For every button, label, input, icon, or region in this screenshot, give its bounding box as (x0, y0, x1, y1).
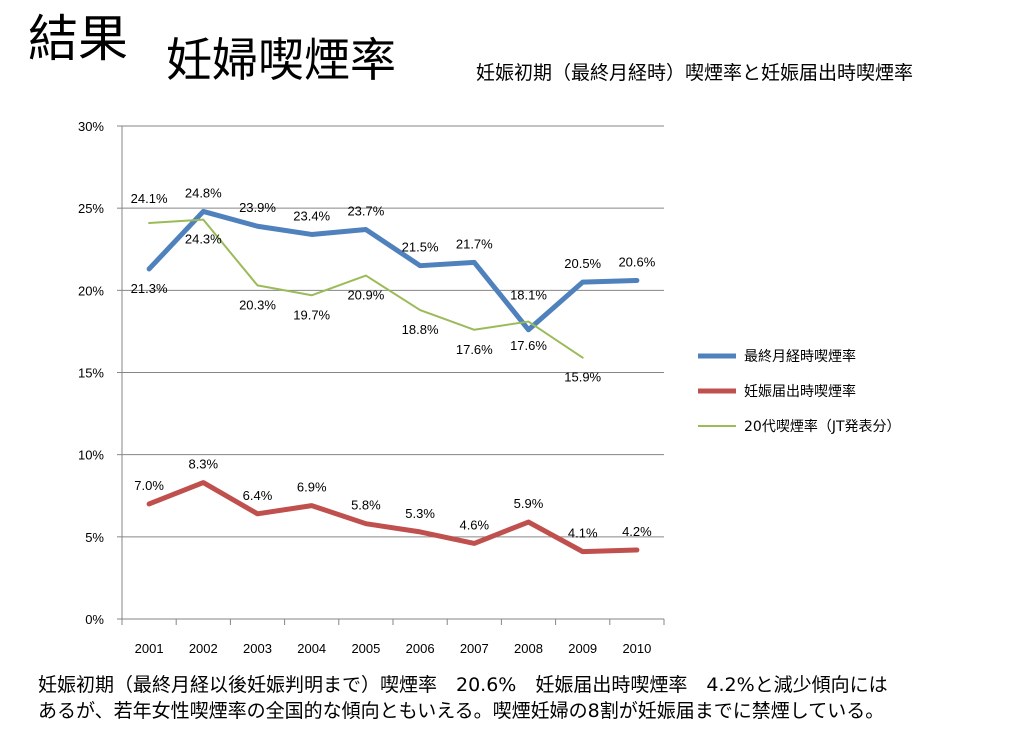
legend-label: 妊娠届出時喫煙率 (744, 383, 856, 400)
data-label: 4.1% (568, 526, 598, 541)
data-label: 5.9% (514, 496, 544, 511)
page-title: 妊婦喫煙率 (166, 33, 396, 87)
x-tick-label: 2006 (406, 641, 435, 656)
data-label: 20.3% (239, 297, 276, 312)
series-line (148, 218, 584, 359)
summary-line-1: 妊娠初期（最終月経以後妊娠判明まで）喫煙率 20.6% 妊娠届出時喫煙率 4.2… (38, 674, 888, 696)
heading: 結果 (28, 10, 128, 68)
data-label: 20.9% (347, 288, 384, 303)
data-label: 18.8% (402, 322, 439, 337)
legend-label: 20代喫煙率（JT発表分） (744, 418, 901, 435)
data-label: 23.7% (347, 204, 384, 219)
series-line (146, 208, 640, 333)
y-tick-label: 10% (78, 448, 104, 463)
data-label: 21.5% (402, 240, 439, 255)
y-tick-label: 5% (85, 530, 104, 545)
legend-label: 最終月経時喫煙率 (744, 348, 856, 365)
data-label: 24.3% (185, 232, 222, 247)
y-tick-label: 15% (78, 366, 104, 381)
data-label: 4.6% (459, 517, 489, 532)
data-label: 24.1% (131, 191, 168, 206)
summary-line-2: あるが、若年女性喫煙率の全国的な傾向ともいえる。喫煙妊婦の8割が妊娠届までに禁煙… (38, 700, 885, 722)
summary-note: 妊娠初期（最終月経以後妊娠判明まで）喫煙率 20.6% 妊娠届出時喫煙率 4.2… (38, 672, 998, 724)
data-label: 15.9% (564, 370, 601, 385)
x-tick-label: 2001 (135, 641, 164, 656)
x-tick-label: 2010 (622, 641, 651, 656)
data-label: 19.7% (293, 307, 330, 322)
data-label: 7.0% (134, 478, 164, 493)
x-tick-label: 2007 (460, 641, 489, 656)
y-tick-label: 20% (78, 283, 104, 298)
data-label: 21.7% (456, 236, 493, 251)
data-label: 23.4% (293, 208, 330, 223)
x-tick-label: 2002 (189, 641, 218, 656)
data-label: 24.8% (185, 185, 222, 200)
x-tick-label: 2004 (297, 641, 326, 656)
data-label: 17.6% (456, 342, 493, 357)
data-label: 6.4% (243, 488, 273, 503)
data-label: 5.3% (405, 506, 435, 521)
y-tick-label: 0% (85, 612, 104, 627)
x-tick-label: 2008 (514, 641, 543, 656)
y-tick-label: 25% (78, 201, 104, 216)
x-tick-label: 2005 (351, 641, 380, 656)
x-tick-label: 2003 (243, 641, 272, 656)
y-tick-label: 30% (78, 119, 104, 134)
data-label: 23.9% (239, 200, 276, 215)
data-label: 4.2% (622, 524, 652, 539)
chart-subtitle: 妊娠初期（最終月経時）喫煙率と妊娠届出時喫煙率 (476, 62, 914, 84)
data-label: 5.8% (351, 498, 381, 513)
data-label: 6.9% (297, 480, 327, 495)
data-label: 20.5% (564, 256, 601, 271)
data-label: 18.1% (510, 288, 547, 303)
data-label: 21.3% (131, 281, 168, 296)
data-label: 17.6% (510, 338, 547, 353)
series-line (146, 480, 640, 555)
data-label: 20.6% (618, 254, 655, 269)
x-tick-label: 2009 (568, 641, 597, 656)
data-label: 8.3% (188, 457, 218, 472)
